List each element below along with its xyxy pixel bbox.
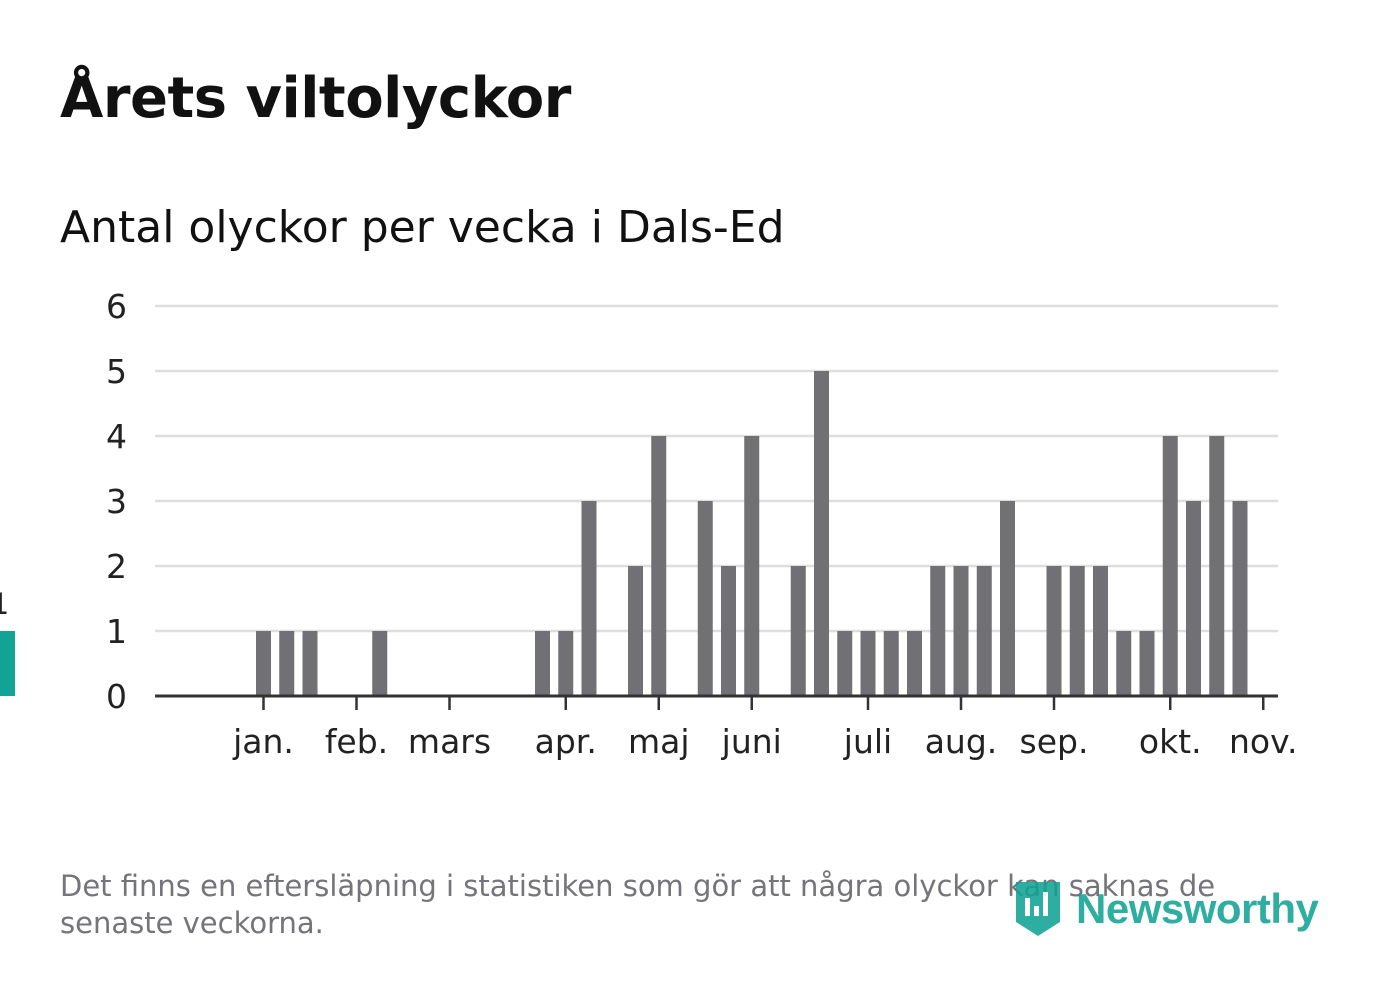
bar-week-15 bbox=[535, 631, 550, 696]
bar-week-20 bbox=[651, 436, 667, 696]
bar-week-19 bbox=[628, 566, 643, 696]
bar-week-35 bbox=[1000, 501, 1015, 696]
bar-week-28 bbox=[837, 631, 853, 696]
x-tick-label-6: juli bbox=[843, 722, 892, 761]
x-tick-label-8: sep. bbox=[1020, 722, 1089, 761]
y-tick-label-4: 4 bbox=[106, 417, 127, 456]
bar-week-26 bbox=[790, 566, 806, 696]
x-tick-label-5: juni bbox=[721, 722, 782, 761]
bar-week-43 bbox=[1186, 501, 1201, 696]
bar-week-8 bbox=[372, 631, 388, 696]
newsworthy-logo-icon bbox=[1016, 882, 1060, 936]
x-tick-label-10: nov. bbox=[1229, 722, 1298, 761]
bar-week-3 bbox=[256, 631, 271, 696]
x-tick-label-3: apr. bbox=[535, 722, 597, 761]
brand-name: Newsworthy bbox=[1076, 885, 1319, 932]
bar-week-23 bbox=[721, 566, 736, 696]
data-label-highlight: 1 bbox=[0, 587, 9, 621]
y-tick-label-2: 2 bbox=[106, 547, 127, 586]
y-tick-label-1: 1 bbox=[106, 612, 127, 651]
bar-week-17 bbox=[581, 501, 597, 696]
bar-week-24 bbox=[744, 436, 760, 696]
bar-week-31 bbox=[907, 631, 922, 696]
x-tick-label-2: mars bbox=[408, 722, 491, 761]
x-tick-label-0: jan. bbox=[232, 722, 294, 761]
brand-logo[interactable]: Newsworthy bbox=[1012, 875, 1322, 943]
bar-week-29 bbox=[860, 631, 876, 696]
bar-week-34 bbox=[976, 566, 992, 696]
chart-subtitle: Antal olyckor per vecka i Dals-Ed bbox=[60, 202, 785, 253]
page-title: Årets viltolyckor bbox=[60, 66, 571, 131]
bar-highlight-week-undefined bbox=[0, 631, 15, 696]
bar-week-5 bbox=[302, 631, 318, 696]
x-tick-label-1: feb. bbox=[325, 722, 388, 761]
bar-week-30 bbox=[883, 631, 899, 696]
bar-week-16 bbox=[558, 631, 574, 696]
x-tick-label-7: aug. bbox=[925, 722, 998, 761]
y-tick-label-6: 6 bbox=[106, 287, 127, 326]
bar-week-44 bbox=[1209, 436, 1225, 696]
y-tick-label-3: 3 bbox=[106, 482, 127, 521]
bar-week-40 bbox=[1116, 631, 1132, 696]
bar-week-27 bbox=[814, 371, 829, 696]
bar-week-42 bbox=[1162, 436, 1178, 696]
y-tick-label-5: 5 bbox=[106, 352, 127, 391]
bar-week-45 bbox=[1232, 501, 1248, 696]
bar-week-39 bbox=[1093, 566, 1108, 696]
bar-week-22 bbox=[697, 501, 713, 696]
bar-week-38 bbox=[1069, 566, 1085, 696]
x-tick-label-4: maj bbox=[628, 722, 690, 761]
bar-week-41 bbox=[1139, 631, 1155, 696]
bar-week-32 bbox=[930, 566, 946, 696]
x-tick-label-9: okt. bbox=[1139, 722, 1202, 761]
bar-week-37 bbox=[1046, 566, 1062, 696]
bar-week-33 bbox=[953, 566, 969, 696]
bar-week-4 bbox=[279, 631, 295, 696]
y-tick-label-0: 0 bbox=[106, 677, 127, 716]
